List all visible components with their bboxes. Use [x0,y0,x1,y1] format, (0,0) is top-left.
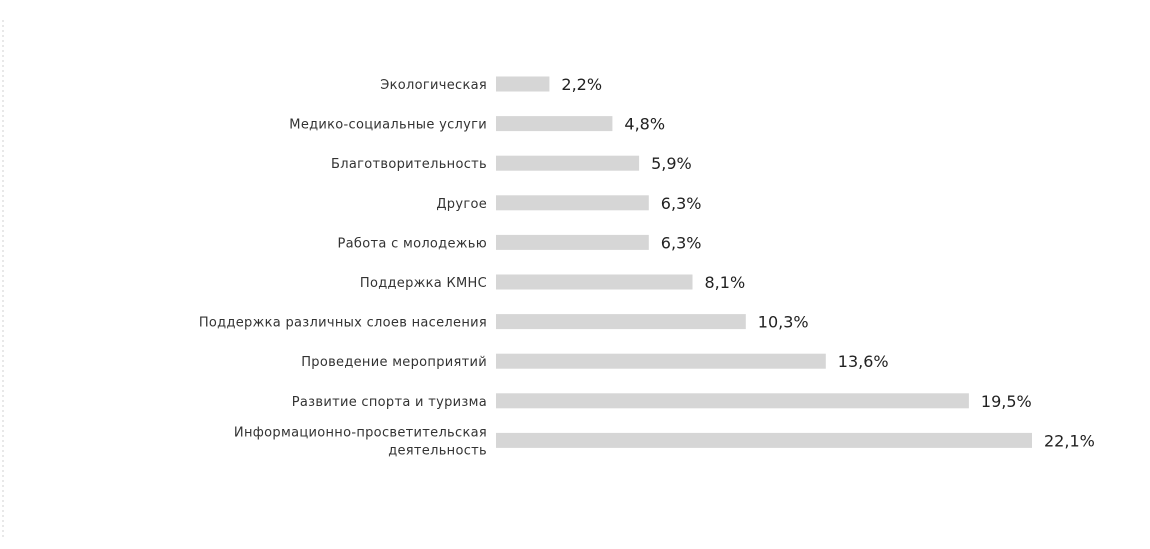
value-label: 5,9% [651,154,692,173]
category-label-line: деятельность [388,443,487,458]
value-label: 22,1% [1044,431,1095,450]
category-label-line: Поддержка КМНС [360,276,487,291]
value-label: 13,6% [838,352,889,371]
category-label: Благотворительность [331,157,487,172]
category-label: Экологическая [380,78,487,93]
value-labels-group: 2,2% 4,8% 5,9% 6,3% 6,3% 8,1% 10,3% 13,6% 19,5% 2… [561,75,1094,450]
value-label: 6,3% [661,233,702,252]
bar [496,353,826,369]
category-label-line: Проведение мероприятий [301,355,487,370]
category-label-line: Экологическая [380,78,487,93]
bar [496,314,746,330]
category-label: Развитие спорта и туризма [292,395,487,410]
category-label-line: Информационно-просветительская [234,425,487,440]
bar [496,195,649,211]
category-label: Другое [436,197,487,212]
category-label: Поддержка различных слоев населения [199,316,487,331]
category-labels-group: Экологическая Медико-социальные услуги Бла… [199,78,487,458]
category-label-line: Работа с молодежью [338,236,487,251]
bar [496,234,649,250]
bar [496,274,693,290]
bar [496,155,640,171]
bars-group [496,76,1032,448]
category-label-line: Медико-социальные услуги [289,118,487,133]
category-label: Информационно-просветительская деятельнос… [234,425,487,458]
category-label: Работа с молодежью [338,236,487,251]
bar [496,116,613,132]
category-label: Проведение мероприятий [301,355,487,370]
bar [496,76,550,92]
category-label-line: Развитие спорта и туризма [292,395,487,410]
bar [496,393,969,409]
category-label-line: Благотворительность [331,157,487,172]
value-label: 8,1% [705,273,746,292]
category-label: Медико-социальные услуги [289,118,487,133]
category-label-line: Поддержка различных слоев населения [199,316,487,331]
category-label: Поддержка КМНС [360,276,487,291]
value-label: 10,3% [758,313,809,332]
category-label-line: Другое [436,197,487,212]
value-label: 19,5% [981,392,1032,411]
value-label: 4,8% [624,115,665,134]
value-label: 6,3% [661,194,702,213]
value-label: 2,2% [561,75,602,94]
bar [496,432,1032,448]
